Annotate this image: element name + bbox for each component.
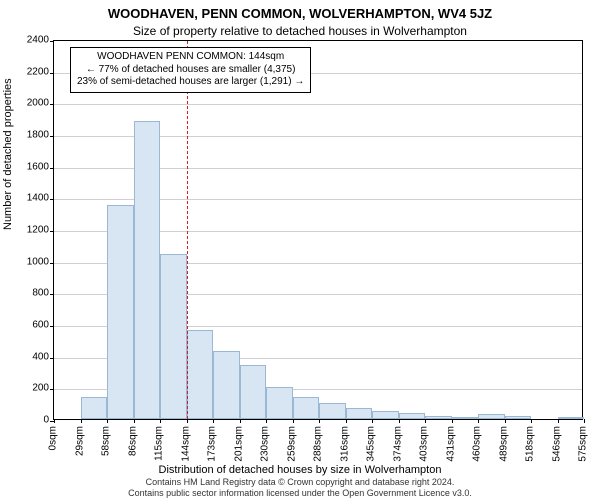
xtick-label: 546sqm [551, 426, 562, 462]
xtick-mark [293, 419, 294, 423]
histogram-bar [213, 351, 240, 419]
xtick-mark [134, 419, 135, 423]
histogram-bar [452, 417, 479, 419]
xtick-mark [478, 419, 479, 423]
histogram-bar [107, 205, 134, 419]
xtick-label: 86sqm [127, 426, 138, 456]
ytick-mark [50, 199, 54, 200]
ytick-label: 200 [9, 383, 49, 394]
footer-line2: Contains public sector information licen… [0, 488, 600, 499]
footer-attribution: Contains HM Land Registry data © Crown c… [0, 477, 600, 499]
xtick-label: 29sqm [74, 426, 85, 456]
xtick-mark [319, 419, 320, 423]
xtick-label: 374sqm [392, 426, 403, 462]
ytick-mark [50, 294, 54, 295]
annotation-line1: WOODHAVEN PENN COMMON: 144sqm [77, 51, 304, 64]
ytick-label: 1400 [9, 193, 49, 204]
xtick-label: 288sqm [313, 426, 324, 462]
xtick-label: 403sqm [419, 426, 430, 462]
histogram-bar [399, 413, 426, 419]
xtick-label: 0sqm [48, 426, 59, 450]
ytick-mark [50, 73, 54, 74]
ytick-label: 400 [9, 351, 49, 362]
xtick-label: 489sqm [498, 426, 509, 462]
xtick-label: 201sqm [233, 426, 244, 462]
histogram-bar [558, 417, 585, 419]
histogram-bar [319, 403, 346, 419]
histogram-bar [425, 416, 452, 419]
annotation-line3: 23% of semi-detached houses are larger (… [77, 76, 304, 89]
xtick-mark [240, 419, 241, 423]
xtick-mark [160, 419, 161, 423]
ytick-label: 0 [9, 415, 49, 426]
chart-title-address: WOODHAVEN, PENN COMMON, WOLVERHAMPTON, W… [0, 6, 600, 21]
xtick-label: 316sqm [339, 426, 350, 462]
xtick-label: 230sqm [260, 426, 271, 462]
annotation-line2: ← 77% of detached houses are smaller (4,… [77, 64, 304, 77]
histogram-bar [505, 416, 532, 419]
histogram-bar [240, 365, 267, 419]
ytick-mark [50, 358, 54, 359]
chart-plot-area: WOODHAVEN PENN COMMON: 144sqm ← 77% of d… [53, 40, 583, 420]
ytick-mark [50, 326, 54, 327]
xtick-mark [81, 419, 82, 423]
xtick-label: 431sqm [445, 426, 456, 462]
ytick-mark [50, 231, 54, 232]
histogram-bar [187, 330, 214, 419]
x-axis-label: Distribution of detached houses by size … [0, 464, 600, 476]
xtick-label: 518sqm [525, 426, 536, 462]
ytick-label: 600 [9, 320, 49, 331]
ytick-label: 1200 [9, 225, 49, 236]
annotation-box: WOODHAVEN PENN COMMON: 144sqm ← 77% of d… [70, 47, 311, 93]
xtick-label: 58sqm [101, 426, 112, 456]
histogram-bar [134, 121, 161, 419]
histogram-bar [478, 414, 505, 419]
xtick-label: 173sqm [207, 426, 218, 462]
histogram-bar [81, 397, 108, 419]
histogram-bar [346, 408, 373, 419]
chart-title-subtitle: Size of property relative to detached ho… [0, 24, 600, 38]
xtick-mark [54, 419, 55, 423]
ytick-mark [50, 136, 54, 137]
ytick-label: 1600 [9, 161, 49, 172]
xtick-mark [531, 419, 532, 423]
reference-line [187, 41, 188, 419]
xtick-label: 144sqm [180, 426, 191, 462]
ytick-mark [50, 168, 54, 169]
xtick-mark [187, 419, 188, 423]
xtick-mark [107, 419, 108, 423]
ytick-label: 1000 [9, 256, 49, 267]
xtick-mark [452, 419, 453, 423]
xtick-label: 345sqm [366, 426, 377, 462]
ytick-mark [50, 104, 54, 105]
histogram-bar [160, 254, 187, 419]
histogram-bar [266, 387, 293, 419]
ytick-mark [50, 389, 54, 390]
ytick-mark [50, 263, 54, 264]
histogram-bar [372, 411, 399, 419]
xtick-mark [425, 419, 426, 423]
xtick-label: 575sqm [578, 426, 589, 462]
xtick-mark [213, 419, 214, 423]
xtick-label: 259sqm [286, 426, 297, 462]
histogram-bar [293, 397, 320, 419]
xtick-mark [372, 419, 373, 423]
xtick-label: 115sqm [154, 426, 165, 461]
ytick-label: 2000 [9, 98, 49, 109]
ytick-label: 1800 [9, 130, 49, 141]
footer-line1: Contains HM Land Registry data © Crown c… [0, 477, 600, 488]
xtick-mark [505, 419, 506, 423]
xtick-mark [584, 419, 585, 423]
ytick-label: 800 [9, 288, 49, 299]
ytick-label: 2400 [9, 35, 49, 46]
xtick-mark [399, 419, 400, 423]
xtick-mark [558, 419, 559, 423]
ytick-mark [50, 41, 54, 42]
xtick-mark [266, 419, 267, 423]
gridline [54, 104, 582, 105]
xtick-label: 460sqm [472, 426, 483, 462]
ytick-label: 2200 [9, 66, 49, 77]
xtick-mark [346, 419, 347, 423]
